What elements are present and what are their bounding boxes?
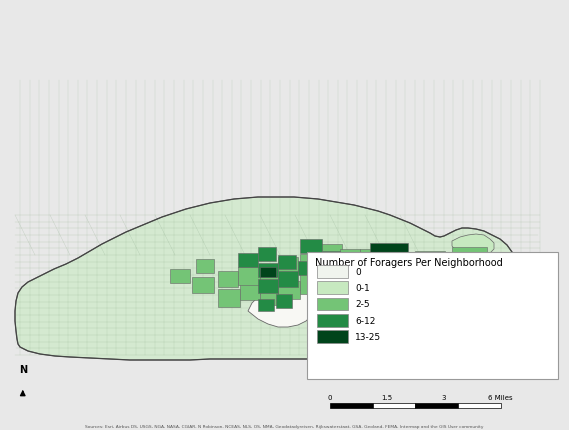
- Polygon shape: [452, 234, 494, 258]
- Bar: [452, 247, 487, 264]
- Bar: [258, 280, 278, 293]
- Text: N: N: [19, 364, 27, 374]
- Bar: [415, 252, 445, 265]
- Text: 3: 3: [442, 394, 446, 400]
- Bar: [317, 314, 348, 327]
- Bar: [258, 264, 278, 277]
- Bar: [238, 267, 260, 286]
- FancyBboxPatch shape: [307, 252, 558, 379]
- Bar: [317, 331, 348, 344]
- Bar: [300, 274, 325, 294]
- Bar: [260, 267, 276, 277]
- Text: 13-25: 13-25: [355, 332, 381, 341]
- Bar: [300, 240, 322, 253]
- Bar: [278, 281, 300, 299]
- Bar: [278, 271, 298, 287]
- Bar: [370, 243, 408, 253]
- Bar: [317, 265, 348, 278]
- Bar: [260, 291, 278, 305]
- Text: Number of Foragers Per Neighborhood: Number of Foragers Per Neighborhood: [315, 258, 502, 268]
- Bar: [373, 403, 415, 408]
- Polygon shape: [248, 287, 314, 327]
- Bar: [300, 255, 320, 270]
- Bar: [325, 264, 347, 283]
- Bar: [320, 244, 342, 258]
- Bar: [298, 261, 318, 275]
- Polygon shape: [15, 197, 540, 360]
- Bar: [196, 259, 214, 273]
- Bar: [278, 255, 296, 269]
- Bar: [340, 249, 360, 264]
- Bar: [348, 269, 368, 286]
- Bar: [218, 289, 240, 307]
- Bar: [278, 258, 298, 273]
- Bar: [258, 299, 274, 311]
- Text: Sources: Esri, Airbus DS, USGS, NGA, NASA, CGIAR, N Robinson, NCEAS, NLS, OS, NM: Sources: Esri, Airbus DS, USGS, NGA, NAS…: [85, 424, 484, 428]
- Bar: [317, 282, 348, 295]
- Bar: [330, 403, 373, 408]
- Text: 0: 0: [328, 394, 332, 400]
- Bar: [370, 264, 392, 280]
- Bar: [170, 269, 190, 283]
- Bar: [218, 271, 238, 287]
- Bar: [458, 403, 501, 408]
- Text: 0: 0: [355, 267, 361, 276]
- Text: 6 Miles: 6 Miles: [488, 394, 513, 400]
- Bar: [415, 403, 458, 408]
- Bar: [260, 274, 278, 289]
- Text: 2-5: 2-5: [355, 300, 370, 309]
- Bar: [360, 249, 378, 261]
- Text: 0-1: 0-1: [355, 283, 370, 292]
- Bar: [384, 249, 404, 264]
- Bar: [238, 253, 258, 267]
- Bar: [258, 247, 276, 261]
- Text: 6-12: 6-12: [355, 316, 376, 325]
- Bar: [192, 277, 214, 293]
- Text: 1.5: 1.5: [381, 394, 393, 400]
- Bar: [317, 298, 348, 311]
- Bar: [322, 252, 340, 264]
- Bar: [240, 284, 260, 300]
- Bar: [400, 255, 422, 268]
- Bar: [276, 294, 292, 308]
